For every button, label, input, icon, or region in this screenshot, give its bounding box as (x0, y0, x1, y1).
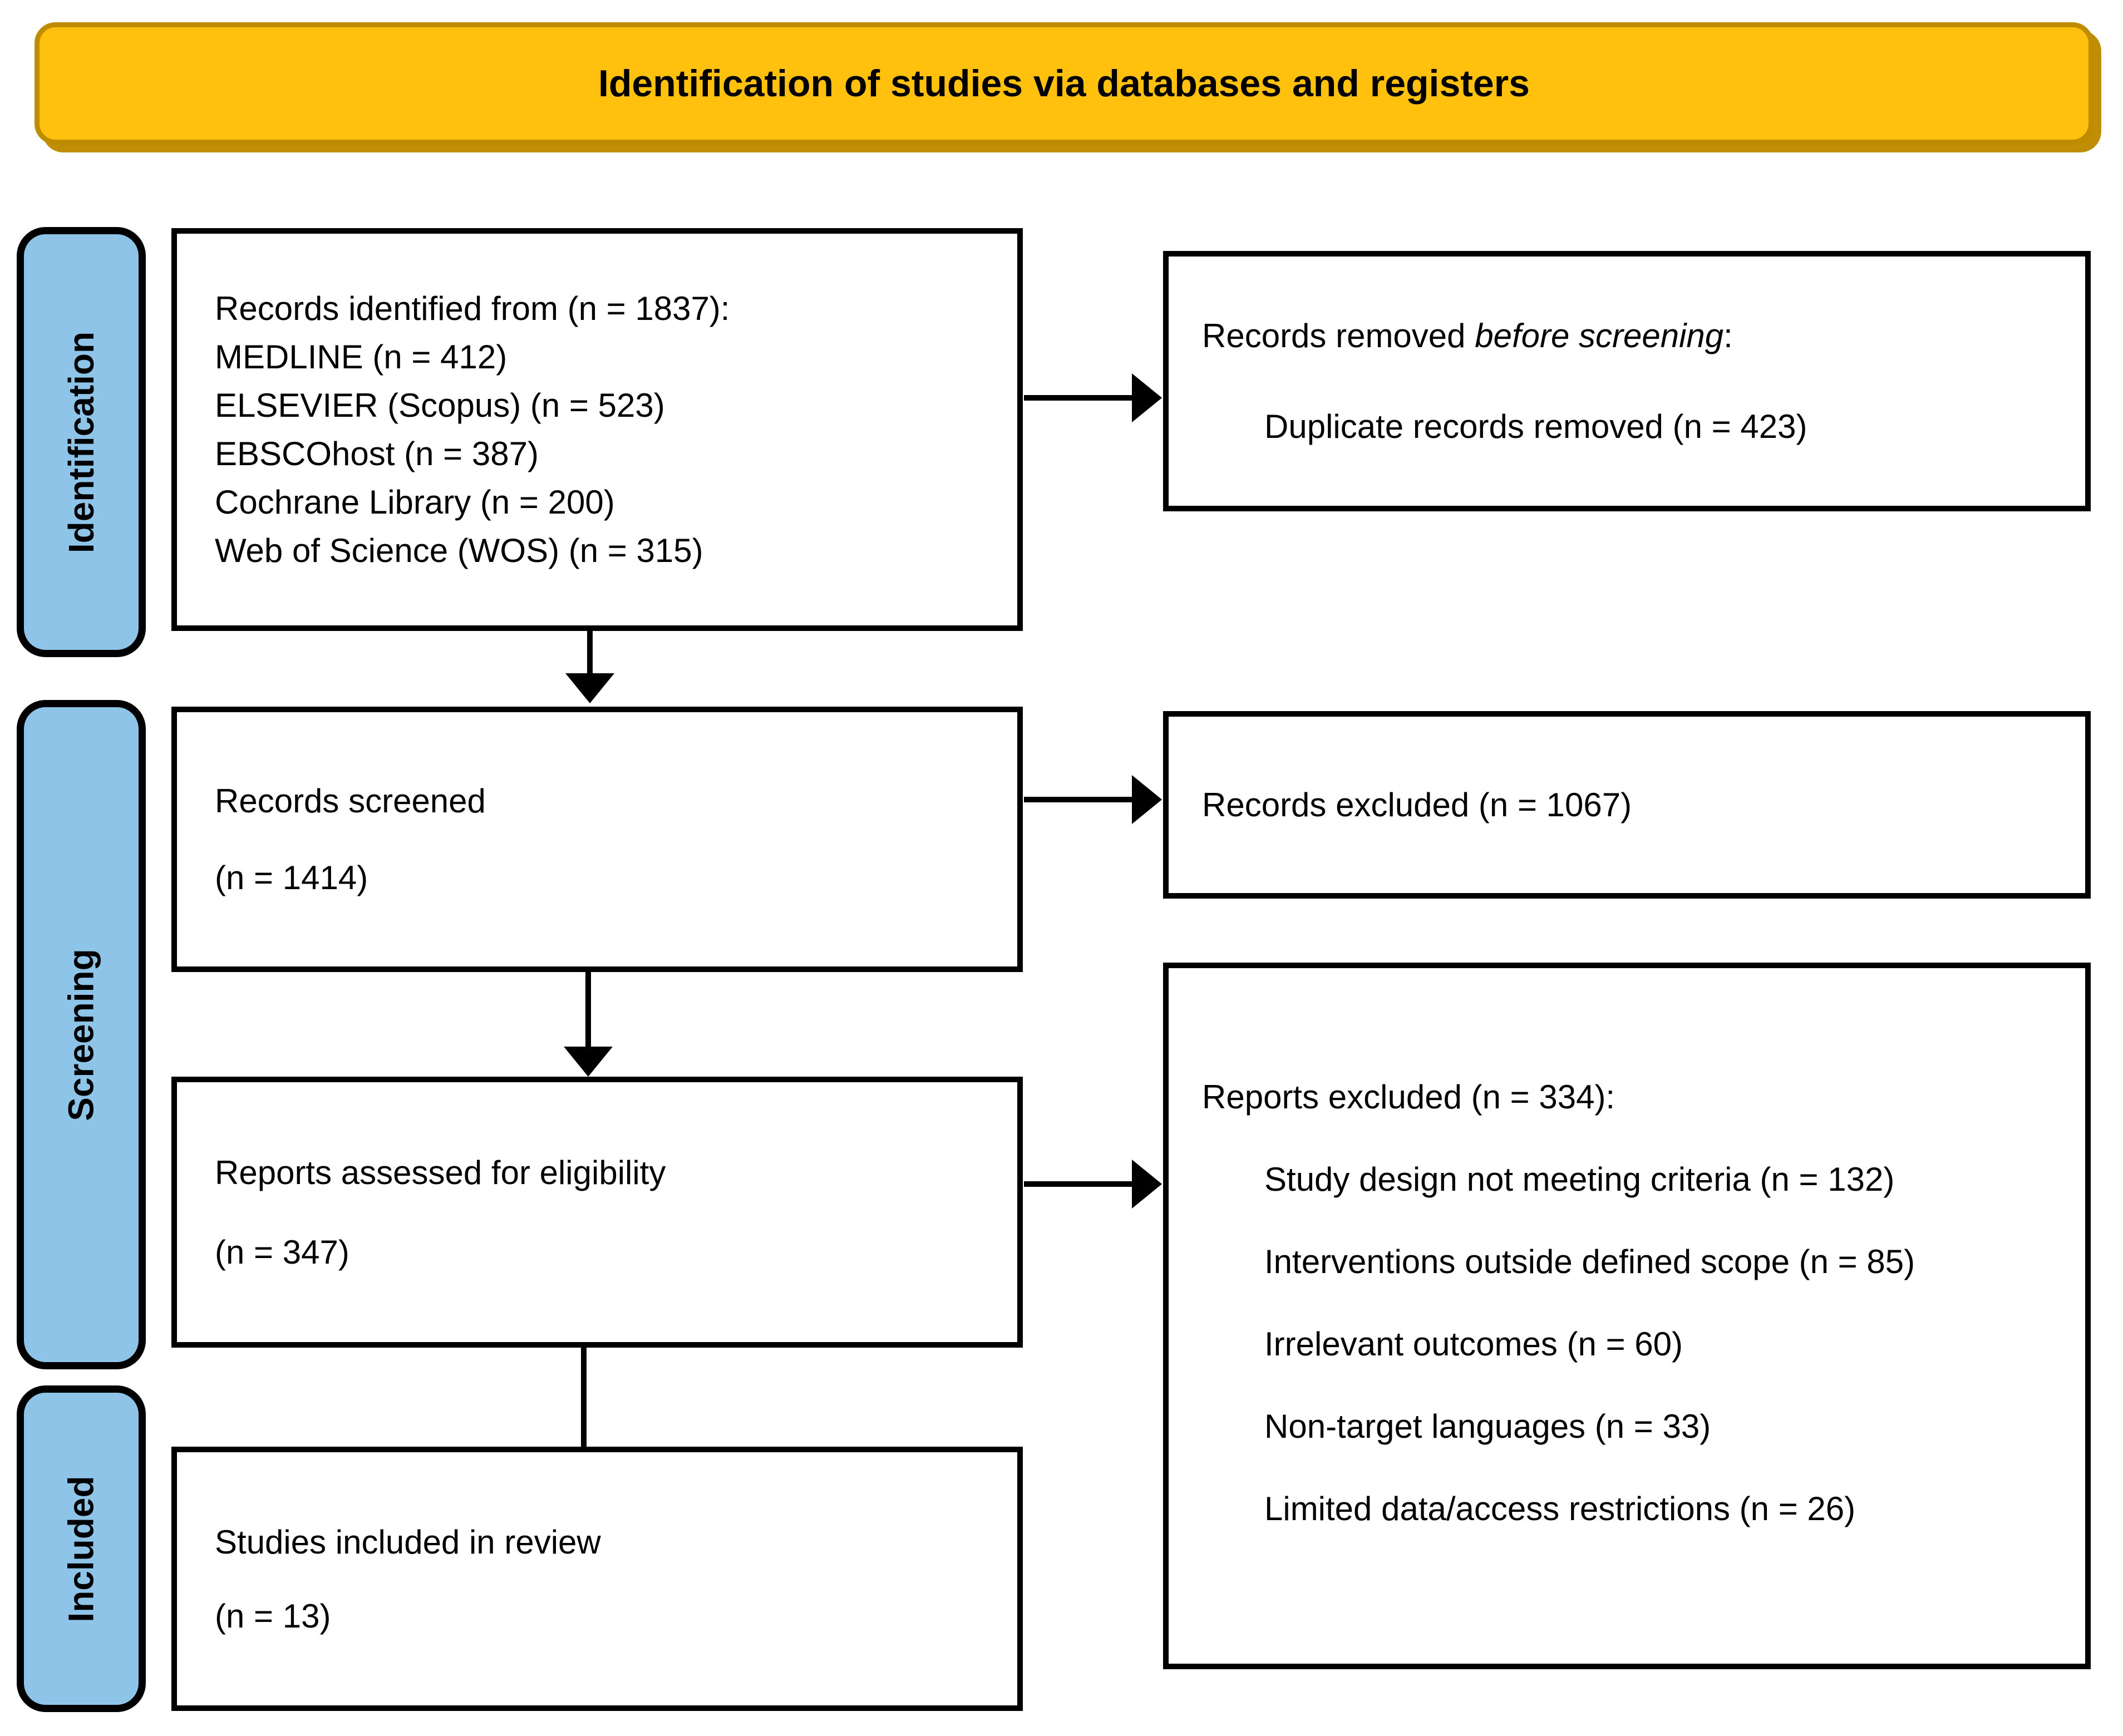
records-screened-count: (n = 1414) (215, 859, 368, 896)
records-identified-wos: Web of Science (WOS) (n = 315) (215, 532, 703, 569)
stage-label-identification: Identification (17, 227, 146, 657)
arrow-identified-to-screened-line (587, 630, 593, 674)
records-identified-ebscohost: EBSCOhost (n = 387) (215, 435, 539, 472)
arrow-screened-to-assessed-head (564, 1047, 613, 1077)
records-removed-suffix: : (1723, 317, 1733, 354)
arrow-assessed-to-reports-excluded-line (1024, 1181, 1135, 1187)
reports-excluded-reason-interventions: Interventions outside defined scope (n =… (1264, 1243, 1915, 1280)
arrow-screened-to-assessed-line (585, 972, 591, 1048)
diagram-title: Identification of studies via databases … (598, 62, 1530, 105)
reports-assessed-count: (n = 347) (215, 1233, 349, 1271)
records-screened-box: Records screened (n = 1414) (171, 707, 1023, 972)
records-identified-cochrane: Cochrane Library (n = 200) (215, 484, 615, 521)
records-identified-medline: MEDLINE (n = 412) (215, 338, 508, 376)
records-identified-elsevier: ELSEVIER (Scopus) (n = 523) (215, 387, 665, 424)
arrow-identified-to-screened-head (565, 673, 614, 703)
records-identified-box: Records identified from (n = 1837): MEDL… (171, 228, 1023, 631)
studies-included-count: (n = 13) (215, 1597, 331, 1635)
records-removed-prefix: Records removed (1202, 317, 1475, 354)
stage-label-identification-text: Identification (61, 331, 101, 553)
stage-label-included: Included (17, 1385, 146, 1712)
reports-excluded-reason-outcomes: Irrelevant outcomes (n = 60) (1264, 1325, 1683, 1363)
records-excluded-label: Records excluded (n = 1067) (1202, 786, 1632, 823)
records-excluded-box: Records excluded (n = 1067) (1163, 711, 2091, 899)
arrow-screened-to-excluded-line (1024, 797, 1135, 802)
reports-excluded-header: Reports excluded (n = 334): (1202, 1078, 1615, 1116)
reports-assessed-box: Reports assessed for eligibility (n = 34… (171, 1077, 1023, 1348)
arrow-identified-to-removed-line (1024, 395, 1135, 401)
reports-excluded-box: Reports excluded (n = 334): Study design… (1163, 963, 2091, 1669)
records-identified-total: Records identified from (n = 1837): (215, 290, 730, 327)
reports-excluded-reason-design: Study design not meeting criteria (n = 1… (1264, 1161, 1895, 1198)
connector-assessed-to-included-line (581, 1348, 587, 1448)
records-removed-header: Records removed before screening: (1202, 318, 2074, 353)
studies-included-label: Studies included in review (215, 1523, 601, 1561)
records-removed-italic: before screening (1475, 317, 1724, 354)
arrow-assessed-to-reports-excluded-head (1132, 1160, 1162, 1209)
reports-excluded-reason-languages: Non-target languages (n = 33) (1264, 1408, 1711, 1445)
reports-assessed-label: Reports assessed for eligibility (215, 1153, 666, 1191)
studies-included-box: Studies included in review (n = 13) (171, 1447, 1023, 1711)
stage-label-screening: Screening (17, 700, 146, 1369)
arrow-identified-to-removed-head (1132, 373, 1162, 422)
stage-label-screening-text: Screening (61, 948, 101, 1121)
reports-excluded-reason-limited-data: Limited data/access restrictions (n = 26… (1264, 1490, 1856, 1527)
stage-label-included-text: Included (61, 1475, 101, 1622)
duplicate-records-removed: Duplicate records removed (n = 423) (1264, 408, 1807, 445)
records-screened-label: Records screened (215, 782, 486, 820)
arrow-screened-to-excluded-head (1132, 775, 1162, 824)
title-banner: Identification of studies via databases … (35, 22, 2094, 145)
records-removed-box: Records removed before screening: Duplic… (1163, 251, 2091, 511)
